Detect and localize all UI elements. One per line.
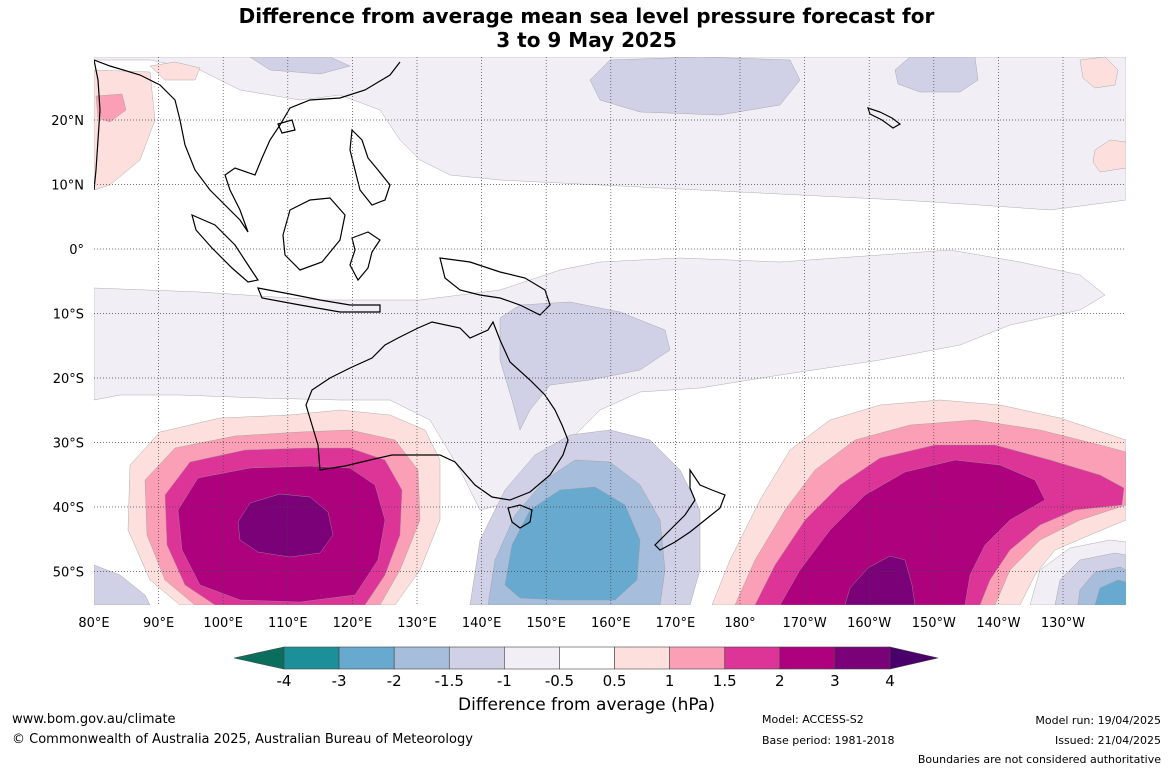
colorbar-tick-label: -1: [497, 672, 512, 690]
longitude-label: 100°E: [203, 616, 243, 631]
colorbar-tick-label: -2: [387, 672, 402, 690]
coast-java: [257, 287, 381, 313]
colorbar-tick-label: 4: [885, 672, 895, 690]
longitude-label: 170°E: [656, 616, 696, 631]
colorbar-extend-high: [889, 646, 939, 670]
base-period: Base period: 1981-2018: [762, 734, 895, 747]
colorbar-title: Difference from average (hPa): [458, 695, 715, 715]
latitude-label: 20°S: [53, 372, 84, 387]
pink-patch-india-inner: [95, 93, 127, 123]
longitude-labels: 80°E 90°E 100°E 110°E 120°E 130°E 140°E 150°E 16…: [78, 616, 1085, 631]
colorbar-tick-label: -1.5: [435, 672, 464, 690]
colorbar-segment: [504, 646, 560, 670]
latitude-label: 10°S: [53, 308, 84, 323]
latitude-labels: 20°N 10°N 0° 10°S 20°S 30°S 40°S 50°S: [51, 114, 84, 581]
copyright-notice: © Commonwealth of Australia 2025, Austra…: [12, 732, 473, 747]
coast-new-guinea: [439, 257, 551, 316]
colorbar-segment: [614, 646, 670, 670]
colorbar-tick-label: 1.5: [713, 672, 737, 690]
colorbar-segment: [779, 646, 836, 670]
pink-patch-east: [1092, 139, 1126, 173]
longitude-label: 140°W: [976, 616, 1020, 631]
longitude-label: 130°E: [397, 616, 437, 631]
colorbar-tick-label: 0.5: [603, 672, 627, 690]
lavender-band-north: [94, 57, 1126, 211]
colorbar-segment: [559, 646, 615, 670]
blue-patch-north-2: [894, 57, 979, 93]
longitude-label: 140°E: [462, 616, 502, 631]
colorbar-tick-label: 3: [830, 672, 840, 690]
purple-core-west: [237, 493, 334, 558]
colorbar-extend-low: [233, 646, 285, 670]
colorbar-tick-label: -0.5: [545, 672, 574, 690]
lavender-band-tropics: [94, 249, 1106, 511]
longitude-label: 150°E: [526, 616, 566, 631]
map-title-line-2: 3 to 9 May 2025: [496, 28, 677, 52]
colorbar-segment: [448, 646, 505, 670]
colorbar-segment: [338, 646, 395, 670]
latitude-label: 10°N: [51, 179, 84, 194]
longitude-label: 120°E: [333, 616, 373, 631]
longitude-label: 160°E: [591, 616, 631, 631]
boundaries-disclaimer: Boundaries are not considered authoritat…: [917, 753, 1161, 766]
latitude-label: 40°S: [53, 501, 84, 516]
colorbar-segment: [669, 646, 726, 670]
colorbar-tick-label: -4: [277, 672, 292, 690]
coast-hawaii: [867, 107, 902, 129]
colorbar-tick-label: -3: [332, 672, 347, 690]
blue-patch-north-1: [589, 57, 801, 116]
longitude-label: 130°W: [1041, 616, 1085, 631]
colorbar-segment: [724, 646, 781, 670]
coast-new-zealand: [654, 468, 726, 551]
pressure-anomaly-field: [94, 57, 1126, 605]
model-run-date: Model run: 19/04/2025: [1035, 714, 1161, 727]
colorbar-segment: [283, 646, 340, 670]
coast-india: [94, 59, 101, 191]
magenta-east-core: [779, 459, 1046, 605]
model-name: Model: ACCESS-S2: [762, 713, 864, 726]
coastlines: [94, 59, 902, 551]
website-link[interactable]: www.bom.gov.au/climate: [12, 712, 176, 727]
longitude-label: 180°: [724, 616, 755, 631]
blue-patch-north-3: [249, 57, 351, 75]
longitude-label: 110°E: [268, 616, 308, 631]
coast-sulawesi: [349, 231, 381, 282]
blue-patch-southwest: [94, 564, 151, 605]
coast-borneo: [282, 197, 346, 271]
colorbar-segment: [393, 646, 450, 670]
latitude-label: 30°S: [53, 437, 84, 452]
longitude-label: 160°W: [847, 616, 891, 631]
longitude-label: 150°W: [912, 616, 956, 631]
colorbar-segment: [834, 646, 891, 670]
purple-core-east: [844, 555, 916, 605]
latitude-label: 20°N: [51, 114, 84, 129]
longitude-label: 170°W: [783, 616, 827, 631]
latitude-label: 50°S: [53, 566, 84, 581]
coast-tasmania: [507, 504, 533, 529]
coast-sumatra: [191, 213, 259, 283]
latitude-label: 0°: [69, 243, 84, 258]
pink-patch-north-small: [149, 61, 201, 81]
coast-philippines: [349, 128, 391, 206]
coast-asia-mainland: [94, 59, 401, 233]
coast-hainan: [277, 119, 296, 134]
blue-core-southeast: [1094, 579, 1126, 605]
longitude-label: 90°E: [143, 616, 174, 631]
colorbar: -4 -3 -2 -1.5 -1 -0.5 0.5 1 1.5 2 3 4: [233, 646, 939, 690]
map-title-line-1: Difference from average mean sea level p…: [238, 4, 935, 28]
blue-patch-coral-sea: [499, 301, 671, 431]
longitude-label: 80°E: [78, 616, 109, 631]
colorbar-tick-label: 2: [775, 672, 785, 690]
pink-patch-northeast: [1079, 57, 1119, 89]
colorbar-tick-label: 1: [665, 672, 675, 690]
issued-date: Issued: 21/04/2025: [1054, 734, 1161, 747]
graticule: [94, 57, 1126, 605]
coast-australia: [305, 320, 569, 501]
